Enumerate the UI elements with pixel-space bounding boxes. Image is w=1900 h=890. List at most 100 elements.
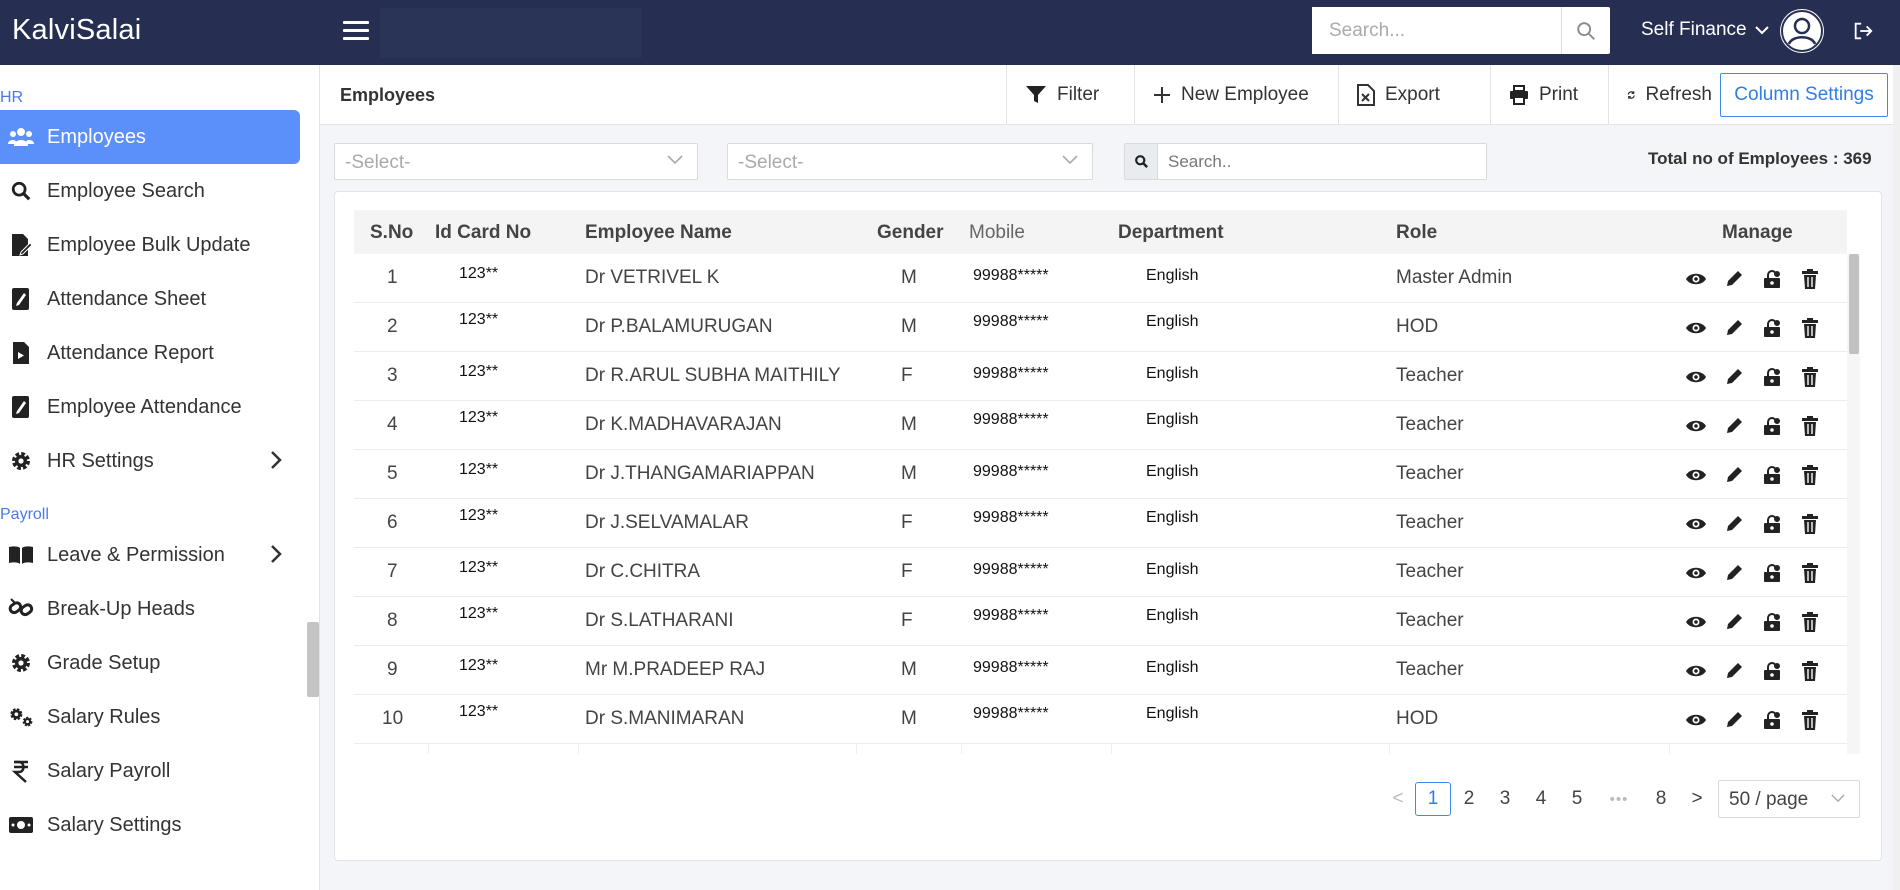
view-icon[interactable]	[1684, 316, 1708, 340]
cell-employee-name[interactable]: Dr P.BALAMURUGAN	[585, 316, 773, 337]
search-icon[interactable]	[1562, 7, 1610, 54]
table-row[interactable]: 9 123** Mr M.PRADEEP RAJ M 99988***** English…	[354, 646, 1847, 695]
sidebar-item-employee-attendance[interactable]: Employee Attendance	[0, 380, 300, 434]
lock-key-icon[interactable]	[1760, 708, 1784, 732]
sidebar-item-salary-payroll[interactable]: Salary Payroll	[0, 744, 300, 798]
delete-icon[interactable]	[1798, 267, 1822, 291]
edit-icon[interactable]	[1722, 561, 1746, 585]
sidebar-item-employee-search[interactable]: Employee Search	[0, 164, 300, 218]
delete-icon[interactable]	[1798, 708, 1822, 732]
sidebar-item-hr-settings[interactable]: HR Settings	[0, 434, 300, 488]
lock-key-icon[interactable]	[1760, 512, 1784, 536]
view-icon[interactable]	[1684, 561, 1708, 585]
pagination-ellipsis[interactable]: •••	[1609, 790, 1629, 808]
view-icon[interactable]	[1684, 365, 1708, 389]
edit-icon[interactable]	[1722, 414, 1746, 438]
table-scrollbar[interactable]	[1849, 254, 1859, 354]
lock-key-icon[interactable]	[1760, 610, 1784, 634]
sidebar-item-attendance-report[interactable]: Attendance Report	[0, 326, 300, 380]
filter-button[interactable]: Filter	[1006, 65, 1134, 125]
col-header-name[interactable]: Employee Name	[585, 222, 732, 243]
view-icon[interactable]	[1684, 267, 1708, 291]
sidebar-item-attendance-sheet[interactable]: Attendance Sheet	[0, 272, 300, 326]
sidebar-item-salary-rules[interactable]: Salary Rules	[0, 690, 300, 744]
delete-icon[interactable]	[1798, 414, 1822, 438]
menu-toggle-icon[interactable]	[343, 18, 369, 44]
cell-employee-name[interactable]: Dr R.ARUL SUBHA MAITHILY	[585, 365, 841, 386]
cell-employee-name[interactable]: Dr K.MADHAVARAJAN	[585, 414, 782, 435]
pagination-page-1[interactable]: 1	[1415, 782, 1451, 816]
delete-icon[interactable]	[1798, 512, 1822, 536]
sidebar-item-employee-bulk-update[interactable]: Employee Bulk Update	[0, 218, 300, 272]
pagination-page-4[interactable]: 4	[1535, 788, 1547, 809]
edit-icon[interactable]	[1722, 267, 1746, 291]
delete-icon[interactable]	[1798, 659, 1822, 683]
edit-icon[interactable]	[1722, 316, 1746, 340]
table-row[interactable]: 2 123** Dr P.BALAMURUGAN M 99988***** English…	[354, 303, 1847, 352]
delete-icon[interactable]	[1798, 610, 1822, 634]
edit-icon[interactable]	[1722, 463, 1746, 487]
delete-icon[interactable]	[1798, 463, 1822, 487]
pagination-prev[interactable]: <	[1392, 788, 1404, 809]
col-header-mobile[interactable]: Mobile	[969, 222, 1025, 243]
delete-icon[interactable]	[1798, 316, 1822, 340]
table-row[interactable]: 1 123** Dr VETRIVEL K M 99988***** English Mas…	[354, 254, 1847, 303]
lock-key-icon[interactable]	[1760, 365, 1784, 389]
filter-select-1[interactable]: -Select-	[334, 143, 698, 180]
employee-search-input[interactable]	[1157, 143, 1487, 180]
lock-key-icon[interactable]	[1760, 267, 1784, 291]
view-icon[interactable]	[1684, 414, 1708, 438]
filter-select-2[interactable]: -Select-	[727, 143, 1093, 180]
view-icon[interactable]	[1684, 708, 1708, 732]
column-settings-button[interactable]: Column Settings	[1720, 73, 1888, 117]
pagination-page-last[interactable]: 8	[1655, 788, 1667, 809]
sidebar-item-leave-permission[interactable]: Leave & Permission	[0, 528, 300, 582]
edit-icon[interactable]	[1722, 708, 1746, 732]
cell-employee-name[interactable]: Mr M.PRADEEP RAJ	[585, 659, 766, 680]
edit-icon[interactable]	[1722, 659, 1746, 683]
pagination-page-3[interactable]: 3	[1499, 788, 1511, 809]
pagination-page-5[interactable]: 5	[1571, 788, 1583, 809]
view-icon[interactable]	[1684, 659, 1708, 683]
cell-employee-name[interactable]: Dr S.LATHARANI	[585, 610, 734, 631]
edit-icon[interactable]	[1722, 365, 1746, 389]
pagination-page-2[interactable]: 2	[1463, 788, 1475, 809]
sidebar-item-grade-setup[interactable]: Grade Setup	[0, 636, 300, 690]
lock-key-icon[interactable]	[1760, 414, 1784, 438]
edit-icon[interactable]	[1722, 512, 1746, 536]
col-header-id-card[interactable]: Id Card No	[435, 222, 532, 243]
view-icon[interactable]	[1684, 463, 1708, 487]
sidebar-scrollbar[interactable]	[307, 622, 319, 697]
view-icon[interactable]	[1684, 512, 1708, 536]
refresh-button[interactable]: Refresh	[1608, 65, 1712, 125]
delete-icon[interactable]	[1798, 365, 1822, 389]
logout-icon[interactable]	[1852, 20, 1874, 47]
sidebar-item-employees[interactable]: Employees	[0, 110, 300, 164]
lock-key-icon[interactable]	[1760, 316, 1784, 340]
table-row[interactable]: 10 123** Dr S.MANIMARAN M 99988***** English H…	[354, 695, 1847, 744]
global-search-input[interactable]	[1312, 7, 1562, 54]
print-button[interactable]: Print	[1490, 65, 1608, 125]
table-row[interactable]: 3 123** Dr R.ARUL SUBHA MAITHILY F 99988****…	[354, 352, 1847, 401]
brand-logo[interactable]: KalviSalai	[12, 14, 142, 46]
cell-employee-name[interactable]: Dr VETRIVEL K	[585, 267, 720, 288]
table-row[interactable]: 5 123** Dr J.THANGAMARIAPPAN M 99988***** Eng…	[354, 450, 1847, 499]
cell-employee-name[interactable]: Dr J.SELVAMALAR	[585, 512, 750, 533]
col-header-sno[interactable]: S.No	[370, 222, 414, 243]
pagination-next[interactable]: >	[1691, 788, 1703, 809]
table-row[interactable]: 4 123** Dr K.MADHAVARAJAN M 99988***** Englis…	[354, 401, 1847, 450]
col-header-department[interactable]: Department	[1118, 222, 1224, 243]
finance-dropdown[interactable]: Self Finance	[1641, 19, 1769, 41]
lock-key-icon[interactable]	[1760, 463, 1784, 487]
delete-icon[interactable]	[1798, 561, 1822, 585]
table-row[interactable]: 6 123** Dr J.SELVAMALAR F 99988***** English T…	[354, 499, 1847, 548]
table-row[interactable]: 7 123** Dr C.CHITRA F 99988***** English Teach…	[354, 548, 1847, 597]
export-button[interactable]: Export	[1338, 65, 1490, 125]
sidebar-item-break-up-heads[interactable]: Break-Up Heads	[0, 582, 300, 636]
col-header-gender[interactable]: Gender	[877, 222, 944, 243]
table-row[interactable]: 8 123** Dr S.LATHARANI F 99988***** English Te…	[354, 597, 1847, 646]
view-icon[interactable]	[1684, 610, 1708, 634]
sidebar-item-salary-settings[interactable]: Salary Settings	[0, 798, 300, 852]
edit-icon[interactable]	[1722, 610, 1746, 634]
lock-key-icon[interactable]	[1760, 659, 1784, 683]
